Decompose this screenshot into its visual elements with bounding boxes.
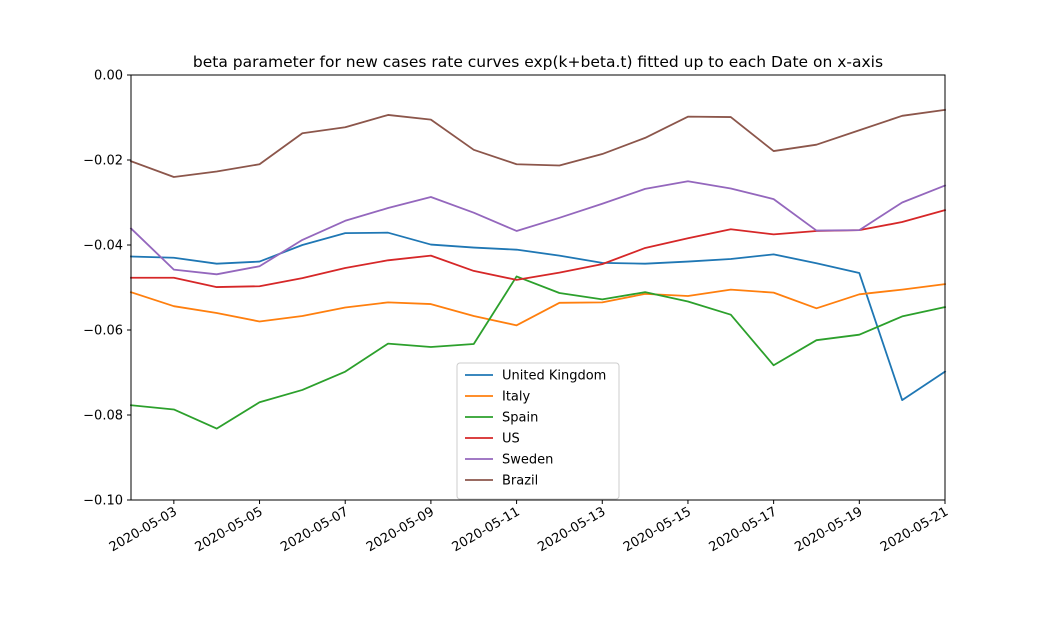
y-tick-label: −0.04 bbox=[83, 239, 123, 254]
x-tick-label: 2020-05-15 bbox=[621, 504, 694, 555]
legend: United Kingdom Italy Spain US Sweden Brazil bbox=[456, 362, 620, 500]
plot-area-frame bbox=[130, 74, 946, 501]
x-tick-label: 2020-05-13 bbox=[535, 504, 608, 555]
series-line-2 bbox=[130, 275, 947, 430]
y-tick-label: −0.08 bbox=[83, 409, 123, 424]
x-tick-label: 2020-05-09 bbox=[364, 504, 437, 555]
legend-label: United Kingdom bbox=[502, 369, 606, 384]
legend-label: Spain bbox=[502, 411, 538, 426]
x-tick-label: 2020-05-05 bbox=[193, 504, 266, 555]
x-tick-label: 2020-05-19 bbox=[792, 504, 865, 555]
y-tick-label: −0.10 bbox=[83, 494, 123, 509]
y-tick-label: −0.02 bbox=[83, 154, 123, 169]
y-tick-label: 0.00 bbox=[94, 69, 123, 84]
series-line-4 bbox=[129, 180, 947, 276]
x-tick-label: 2020-05-21 bbox=[878, 504, 951, 555]
legend-box bbox=[456, 362, 620, 500]
legend-label: US bbox=[502, 432, 520, 447]
chart-title: beta parameter for new cases rate curves… bbox=[193, 53, 883, 71]
series-layer bbox=[129, 108, 947, 430]
x-tick-label: 2020-05-11 bbox=[450, 504, 523, 555]
x-tick-label: 2020-05-17 bbox=[707, 504, 780, 555]
y-axis: −0.10 −0.08 −0.06 −0.04 −0.02 0.00 bbox=[83, 69, 131, 509]
series-line-1 bbox=[129, 283, 947, 327]
series-line-3 bbox=[130, 209, 947, 288]
x-tick-label: 2020-05-03 bbox=[107, 504, 180, 555]
legend-label: Sweden bbox=[502, 453, 553, 468]
x-tick-label: 2020-05-07 bbox=[278, 504, 351, 555]
legend-label: Brazil bbox=[502, 474, 538, 489]
series-line-5 bbox=[129, 108, 947, 178]
legend-label: Italy bbox=[502, 390, 531, 405]
x-axis: 2020-05-03 2020-05-05 2020-05-07 2020-05-09… bbox=[107, 500, 951, 555]
y-tick-label: −0.06 bbox=[83, 324, 123, 339]
series-line-0 bbox=[130, 231, 947, 402]
